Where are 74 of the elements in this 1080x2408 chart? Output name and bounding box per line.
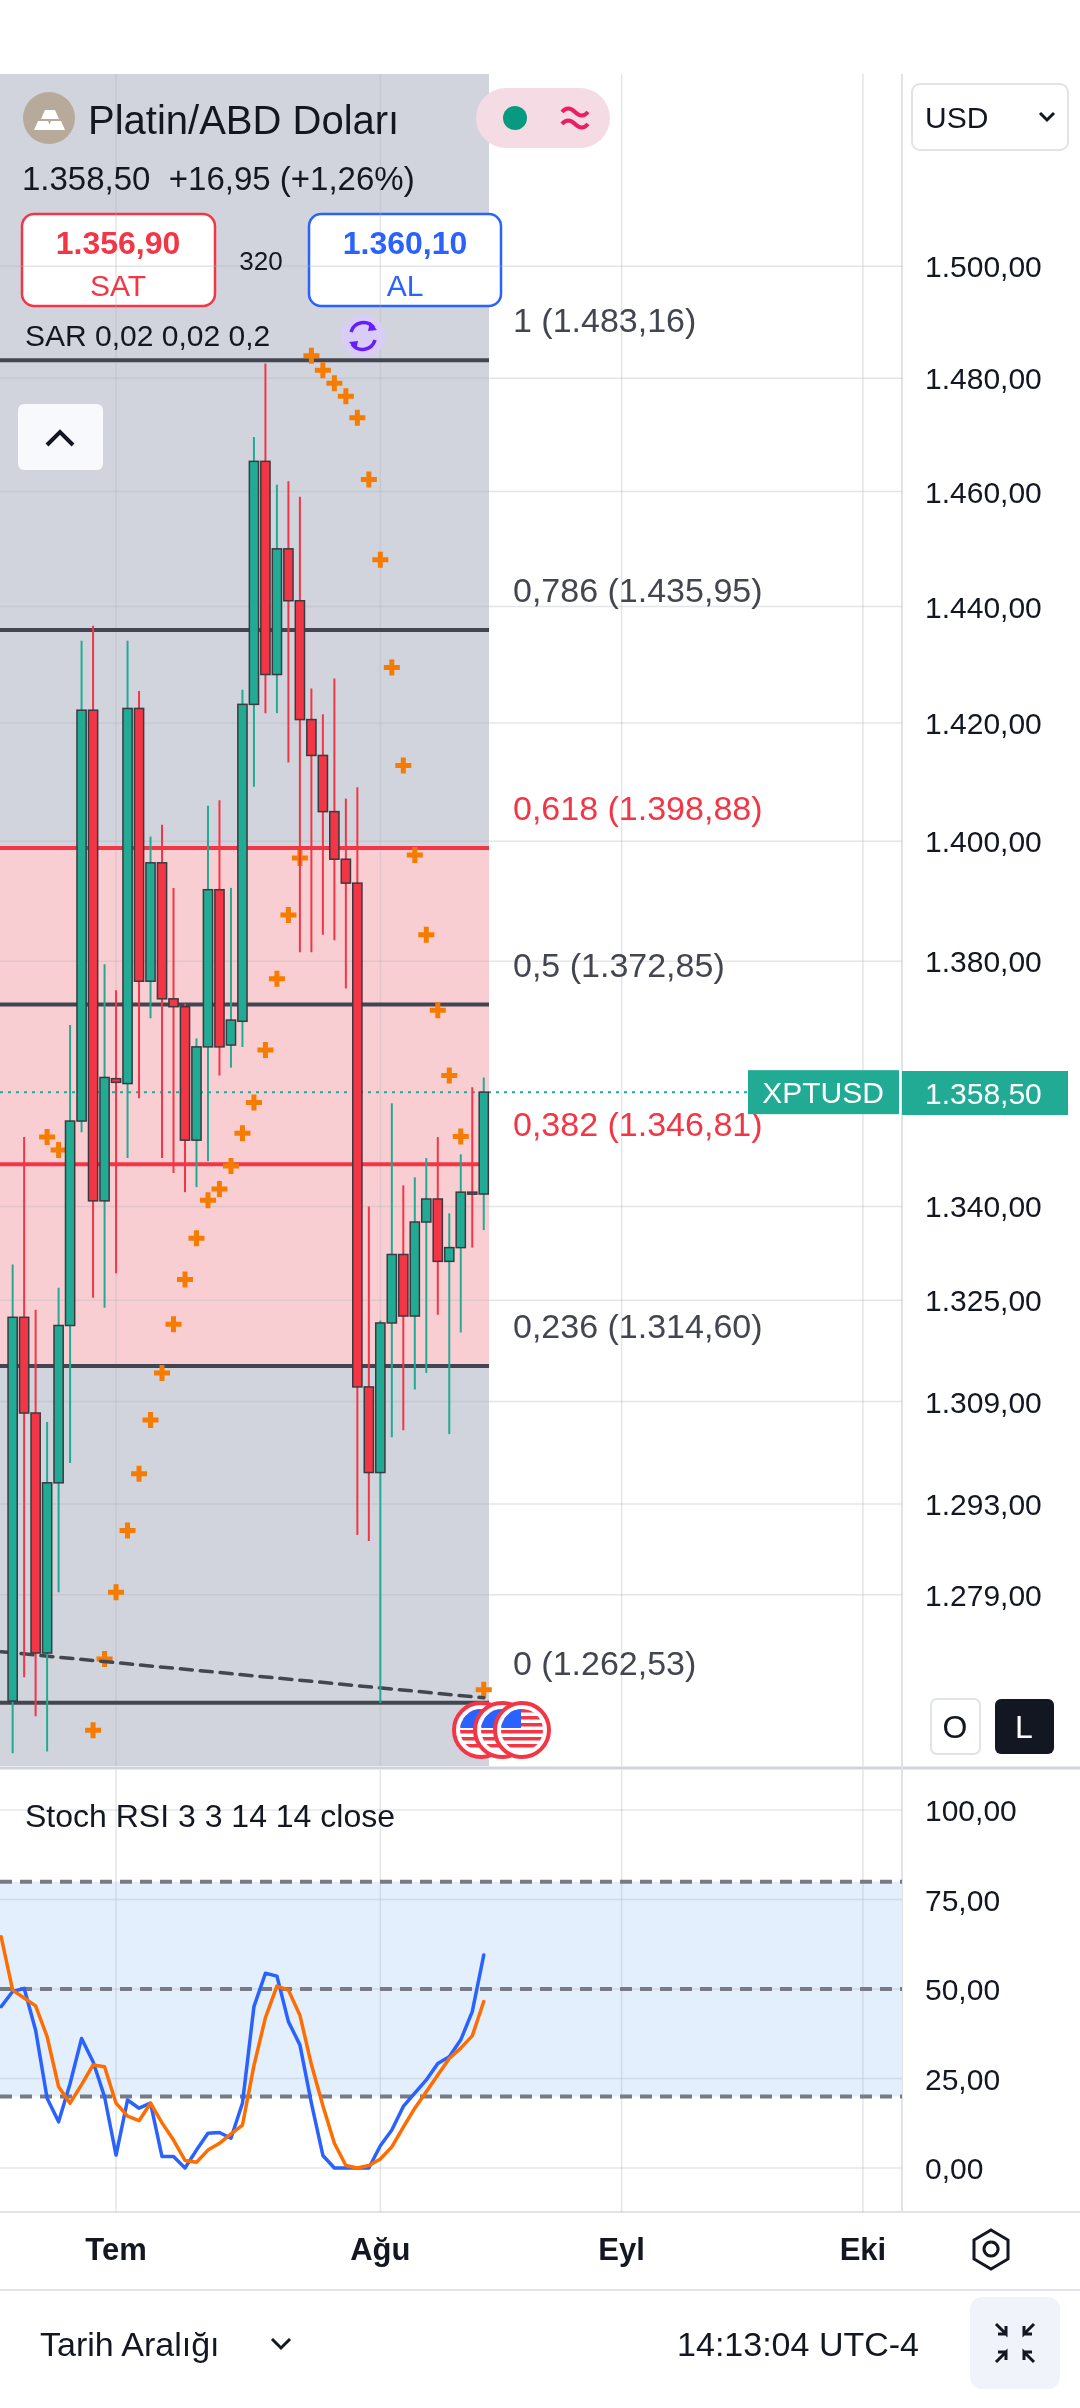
ref-line-label: XPTUSD (762, 1076, 884, 1110)
y-tick-label: 1.420,00 (925, 707, 1042, 741)
point (450, 1125, 472, 1147)
point (105, 1581, 127, 1603)
x-tick-label: Eyl (598, 2232, 645, 2267)
text: Stoch RSI 3 3 14 14 close (25, 1798, 395, 1834)
y-tick-label: 100,00 (925, 1794, 1017, 1828)
text: L (1015, 1709, 1033, 1745)
point (140, 1409, 162, 1431)
y-tick-label: 25,00 (925, 2062, 1001, 2096)
annotation: 1.360,10 (342, 225, 468, 261)
point (381, 657, 403, 679)
ref-line-label: 0,382 (1.346,81) (513, 1105, 763, 1144)
y-tick-label: 1.400,00 (925, 825, 1042, 859)
point (404, 844, 426, 866)
point (94, 1648, 116, 1670)
annotation: SAT (89, 269, 147, 302)
point (254, 1039, 276, 1061)
point (231, 1122, 253, 1144)
y-tick-label: 1.480,00 (925, 362, 1042, 396)
y-tick-label: 1.293,00 (925, 1488, 1042, 1522)
ref-line-label: 0,786 (1.435,95) (513, 571, 763, 609)
annotation: 320 (239, 246, 283, 276)
point (82, 1719, 104, 1741)
point (208, 1178, 230, 1200)
ref-line-label: 0,618 (1.398,88) (513, 789, 763, 828)
annotation: 1.356,90 (55, 225, 181, 261)
point (358, 469, 380, 491)
text: 14:13:04 UTC-4 (677, 2325, 919, 2363)
y-tick-label: 1.460,00 (925, 475, 1042, 509)
x-tick-label: Ağu (350, 2232, 411, 2267)
y-tick-label: 50,00 (925, 1973, 1001, 2007)
point (174, 1269, 196, 1291)
point (369, 549, 391, 571)
point (185, 1227, 207, 1249)
text: O (942, 1709, 968, 1745)
y-tick-label: 1.340,00 (925, 1190, 1042, 1224)
ref-line-label: 0 (1.262,53) (513, 1643, 697, 1682)
ref-line-label: 1 (1.483,16) (513, 301, 697, 340)
point (346, 407, 368, 429)
text: Tarih Aralığı (40, 2325, 220, 2363)
point (163, 1313, 185, 1335)
point (300, 345, 322, 367)
y-tick-label: 1.500,00 (925, 250, 1042, 284)
text: Platin/ABD Doları (88, 98, 400, 142)
point (117, 1520, 139, 1542)
ref-line-label: 0,236 (1.314,60) (513, 1306, 763, 1345)
y-tick-label: 0,00 (925, 2151, 984, 2185)
point (151, 1362, 173, 1384)
text: 1.358,50 (925, 1077, 1042, 1110)
x-tick-label: Eki (839, 2232, 887, 2267)
point (197, 1189, 219, 1211)
point (392, 754, 414, 776)
y-tick-label: 1.325,00 (925, 1284, 1042, 1318)
point (243, 1092, 265, 1114)
point (277, 904, 299, 926)
point (128, 1463, 150, 1485)
point (473, 1679, 495, 1701)
y-tick-label: 1.279,00 (925, 1578, 1042, 1612)
annotation: AL (386, 269, 424, 302)
point (266, 968, 288, 990)
x-tick-label: Tem (85, 2232, 147, 2267)
y-tick-label: 1.309,00 (925, 1385, 1042, 1419)
y-tick-label: 1.380,00 (925, 945, 1042, 979)
ref-line-label: 0,5 (1.372,85) (513, 945, 725, 984)
y-tick-label: 1.440,00 (925, 590, 1042, 624)
point (415, 924, 437, 946)
text: 1.358,50 +16,95 (+1,26%) (22, 160, 415, 197)
point (220, 1155, 242, 1177)
point (438, 1065, 460, 1087)
text: USD (925, 101, 989, 134)
y-tick-label: 75,00 (925, 1883, 1001, 1917)
point (427, 999, 449, 1021)
annotation: SAR 0,02 0,02 0,2 (25, 319, 271, 352)
